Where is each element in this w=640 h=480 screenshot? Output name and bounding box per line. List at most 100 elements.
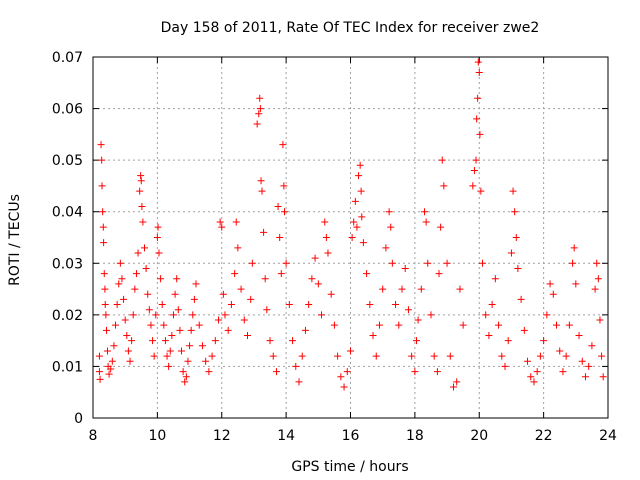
- x-tick-label: 18: [406, 428, 424, 444]
- data-point: [205, 368, 213, 376]
- data-point: [171, 290, 179, 298]
- x-tick-label: 8: [89, 428, 98, 444]
- x-tick-label: 20: [470, 428, 488, 444]
- data-point: [101, 301, 109, 309]
- data-point: [285, 301, 293, 309]
- plot-frame: [92, 56, 609, 419]
- data-point: [351, 197, 359, 205]
- x-tick-label: 24: [599, 428, 617, 444]
- data-point: [279, 141, 287, 149]
- data-point: [347, 347, 354, 355]
- data-point: [96, 375, 104, 383]
- data-point: [95, 368, 103, 376]
- data-point: [112, 321, 120, 329]
- data-point: [166, 347, 174, 355]
- data-point: [187, 326, 195, 334]
- data-point: [517, 295, 525, 303]
- data-point: [305, 301, 313, 309]
- data-point: [588, 342, 596, 350]
- data-point: [121, 316, 129, 324]
- y-tick-label: 0: [74, 411, 83, 427]
- data-point: [256, 105, 264, 113]
- data-point: [495, 321, 503, 329]
- data-point: [348, 234, 356, 241]
- data-point: [169, 311, 177, 319]
- data-point: [224, 326, 232, 334]
- data-point: [491, 275, 499, 283]
- data-point: [392, 301, 400, 309]
- data-point: [469, 182, 477, 190]
- y-tick-label: 0.05: [52, 153, 83, 169]
- data-point: [546, 280, 554, 288]
- data-point: [276, 234, 284, 241]
- data-point: [470, 166, 478, 174]
- data-point: [366, 301, 374, 309]
- data-point: [129, 311, 137, 319]
- data-point: [540, 337, 548, 345]
- data-point: [578, 357, 586, 365]
- data-point: [353, 223, 361, 231]
- data-point: [263, 306, 271, 314]
- data-point: [433, 368, 441, 376]
- data-point: [155, 249, 163, 257]
- data-point: [208, 352, 216, 360]
- data-point: [139, 218, 147, 226]
- data-point: [280, 182, 288, 190]
- data-point: [476, 130, 484, 138]
- data-point: [282, 259, 290, 267]
- x-tick-label: 12: [213, 428, 231, 444]
- data-point: [298, 352, 306, 360]
- data-point: [581, 373, 589, 381]
- data-point: [120, 295, 128, 303]
- data-point: [153, 234, 161, 241]
- data-point: [556, 347, 564, 355]
- data-point: [110, 342, 118, 350]
- data-point: [565, 321, 573, 329]
- data-point: [232, 218, 240, 226]
- data-point: [424, 259, 432, 267]
- data-point: [414, 316, 422, 324]
- data-point: [256, 94, 264, 102]
- y-tick-label: 0.01: [52, 359, 83, 375]
- data-point: [107, 365, 115, 373]
- data-point: [459, 321, 467, 329]
- data-point: [102, 311, 110, 319]
- data-point: [357, 187, 365, 195]
- data-point: [387, 223, 395, 231]
- data-point: [100, 270, 108, 278]
- data-point: [141, 244, 148, 252]
- data-point: [295, 378, 303, 386]
- data-point: [118, 275, 126, 283]
- data-point: [549, 290, 557, 298]
- data-point: [507, 249, 515, 257]
- data-point: [536, 352, 544, 360]
- data-point: [421, 208, 429, 216]
- data-point: [123, 331, 131, 339]
- data-point: [136, 187, 144, 195]
- data-point: [593, 259, 601, 267]
- data-point: [189, 311, 197, 319]
- data-point: [411, 368, 419, 376]
- data-point: [131, 285, 139, 293]
- data-point: [314, 280, 322, 288]
- data-point: [398, 285, 406, 293]
- x-tick-label: 14: [277, 428, 295, 444]
- data-point: [281, 208, 289, 216]
- y-tick-label: 0.03: [52, 256, 83, 272]
- data-point: [324, 249, 332, 257]
- data-point: [504, 337, 512, 345]
- data-point: [321, 218, 329, 226]
- data-point: [124, 347, 132, 355]
- data-point: [512, 234, 520, 241]
- data-point: [248, 259, 256, 267]
- data-point: [524, 357, 532, 365]
- data-point: [95, 352, 103, 360]
- data-point: [511, 208, 519, 216]
- data-point: [150, 352, 158, 360]
- data-point: [408, 352, 416, 360]
- data-point: [134, 249, 142, 257]
- data-point: [477, 187, 485, 195]
- data-point: [443, 259, 451, 267]
- data-point: [340, 383, 348, 391]
- data-point: [160, 321, 168, 329]
